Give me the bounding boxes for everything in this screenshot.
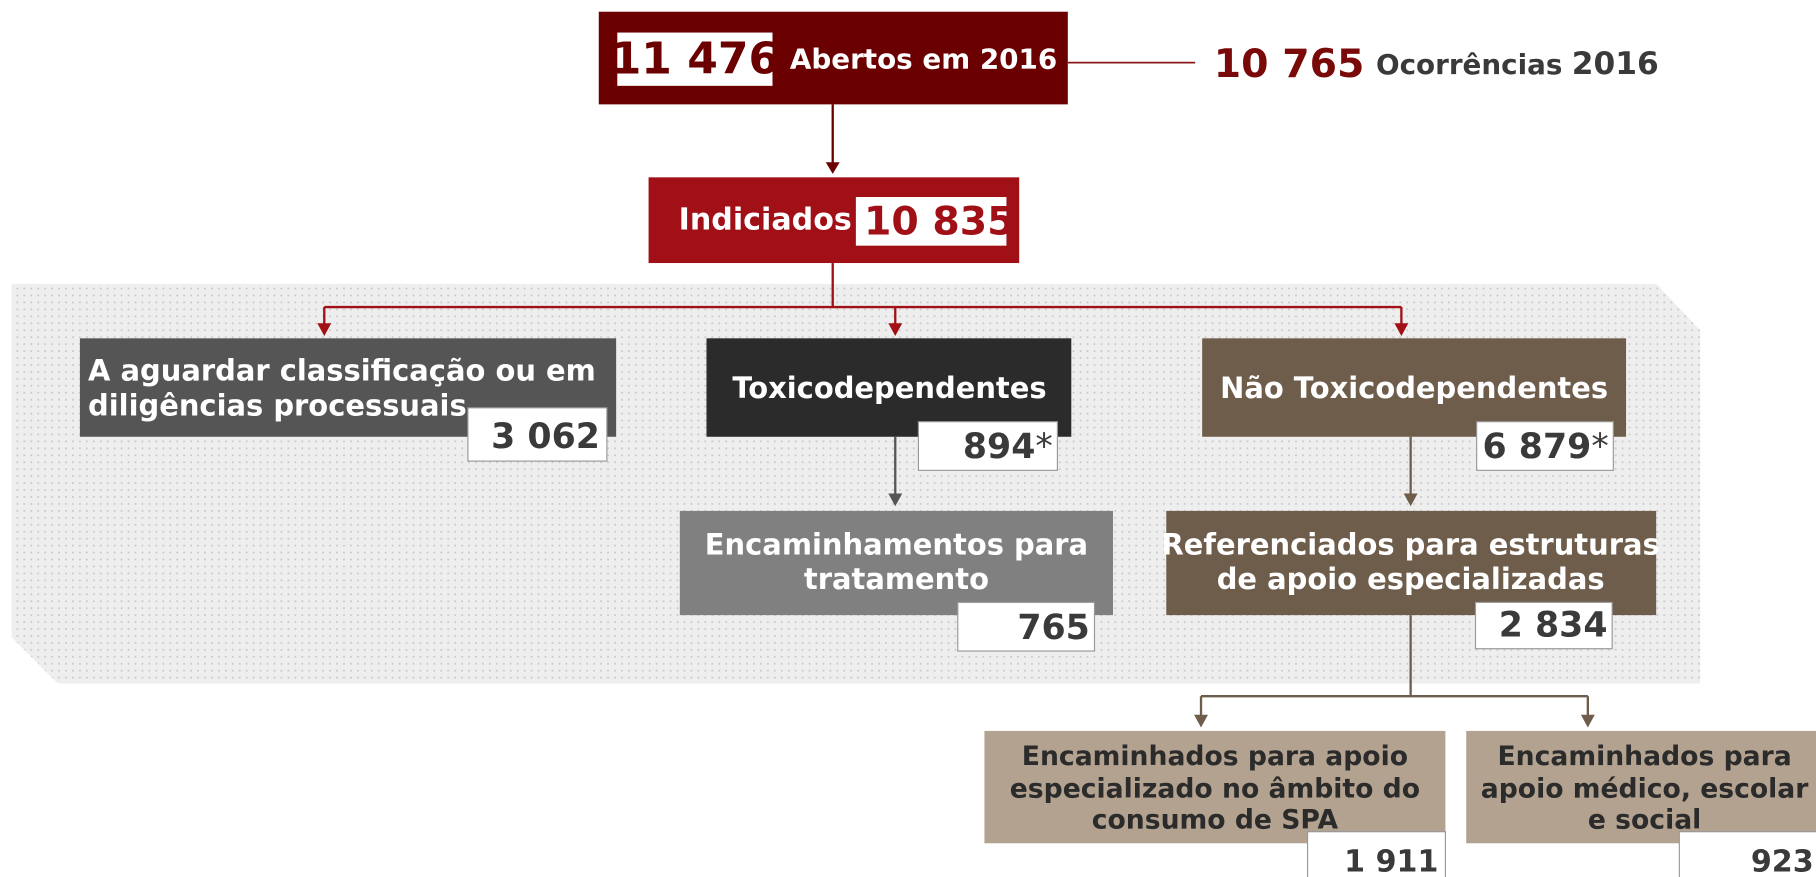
node-text: de apoio especializadas: [1217, 562, 1605, 596]
branch-lines: [1199, 615, 1589, 718]
node-text: e social: [1588, 805, 1701, 836]
arrow-head: [888, 493, 903, 507]
node-text: Não Toxicodependentes: [1220, 371, 1608, 405]
node-text: Encaminhamentos para: [705, 527, 1088, 561]
value-box: [1678, 831, 1816, 877]
node-text: apoio médico, escolar: [1481, 773, 1810, 804]
occurrences-year: 2016: [1572, 46, 1659, 82]
node-text: A aguardar classificação ou em: [88, 354, 596, 388]
node-text: consumo de SPA: [1092, 805, 1339, 836]
node-value: 6 879*: [1483, 427, 1609, 467]
occurrences-label: Ocorrências: [1376, 47, 1562, 80]
indicted-value-box: [855, 197, 1007, 246]
node-box: [1166, 510, 1657, 616]
node-text: Encaminhados para apoio: [1022, 741, 1408, 772]
node-text: especializado no âmbito do: [1010, 773, 1420, 804]
node-box: [706, 338, 1072, 437]
note-mark: *: [1591, 427, 1608, 467]
arrow-head: [825, 162, 840, 174]
value-box: [1474, 601, 1613, 650]
value-box: [1476, 421, 1614, 471]
node-text: diligências processuais: [88, 388, 467, 422]
value-number: 6 879: [1483, 427, 1592, 467]
value-box: [957, 601, 1096, 652]
indicted-label: Indiciados: [679, 203, 852, 238]
arrow-heads: [317, 323, 1409, 337]
node-value: 765: [1017, 608, 1090, 648]
note-mark: *: [1035, 427, 1052, 467]
node-value: 894*: [963, 427, 1053, 467]
node-value: 3 062: [491, 417, 600, 457]
node-text: Toxicodependentes: [732, 371, 1046, 405]
node-text: Encaminhados para: [1497, 741, 1791, 772]
arrow-heads: [1194, 714, 1595, 728]
node-value: 2 834: [1499, 606, 1608, 646]
branch-lines: [323, 263, 1403, 326]
node-value: 1 911: [1344, 844, 1438, 877]
node-box: [679, 510, 1113, 616]
value-box: [917, 421, 1058, 471]
node-box: [1466, 730, 1816, 844]
node-box: [984, 730, 1446, 844]
value-number: 894: [963, 427, 1036, 467]
occurrences-value: 10 765: [1214, 41, 1365, 87]
value-box: [467, 407, 608, 462]
node-value: 923: [1751, 844, 1814, 877]
opened-label: Abertos em 2016: [790, 43, 1057, 76]
opened-value-box: [617, 32, 773, 86]
opened-value: 11 476: [611, 34, 779, 85]
node-text: Referenciados para estruturas: [1162, 527, 1660, 561]
arrow-head: [1403, 493, 1418, 507]
occurrences: 10 765 Ocorrências 2016: [1214, 41, 1659, 87]
node-box: [1202, 338, 1627, 437]
value-box: [1306, 831, 1446, 877]
indicted-value: 10 835: [864, 198, 1015, 244]
node-text: tratamento: [804, 562, 989, 596]
